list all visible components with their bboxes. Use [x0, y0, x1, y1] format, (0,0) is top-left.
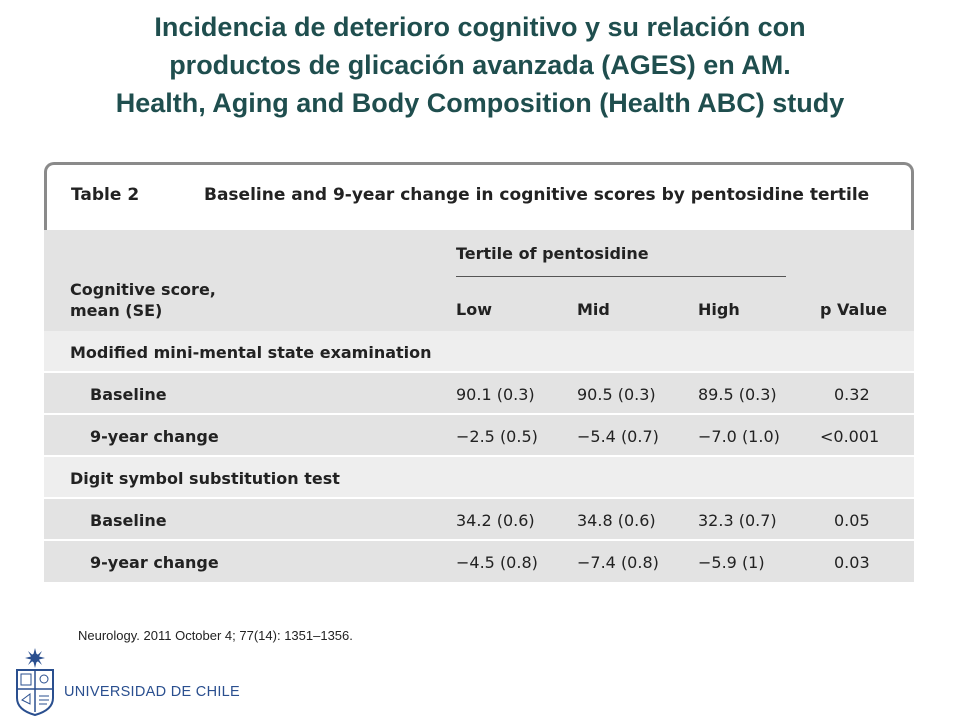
title-line-2: productos de glicación avanzada (AGES) e… — [169, 50, 791, 80]
column-header-p-value: p Value — [820, 300, 888, 319]
table-row — [44, 415, 914, 455]
row-label: Baseline — [90, 385, 167, 404]
row-label: Baseline — [90, 511, 167, 530]
row-header-line-2: mean (SE) — [70, 301, 163, 320]
cell-high: 32.3 (0.7) — [698, 511, 777, 530]
section-row — [44, 331, 914, 371]
section-label: Modified mini-mental state examination — [70, 343, 432, 362]
cell-p-value: 0.05 — [834, 511, 870, 530]
slide-title: Incidencia de deterioro cognitivo y su r… — [20, 8, 940, 122]
title-line-1: Incidencia de deterioro cognitivo y su r… — [154, 12, 806, 42]
row-header-line-1: Cognitive score, — [70, 280, 216, 299]
cell-p-value: 0.03 — [834, 553, 870, 572]
cell-mid: 34.8 (0.6) — [577, 511, 656, 530]
table-figure: Table 2 Baseline and 9-year change in co… — [44, 162, 914, 582]
cell-high: −7.0 (1.0) — [698, 427, 780, 446]
row-label: 9-year change — [90, 427, 219, 446]
table-row — [44, 499, 914, 539]
table-heading: Table 2 Baseline and 9-year change in co… — [44, 162, 914, 230]
table-row — [44, 373, 914, 413]
table-header-band — [44, 230, 914, 331]
table-row — [44, 541, 914, 582]
cell-low: −2.5 (0.5) — [456, 427, 538, 446]
column-header-mid: Mid — [577, 300, 610, 319]
university-crest-icon — [12, 648, 58, 717]
cell-mid: 90.5 (0.3) — [577, 385, 656, 404]
cell-p-value: 0.32 — [834, 385, 870, 404]
row-label: 9-year change — [90, 553, 219, 572]
citation: Neurology. 2011 October 4; 77(14): 1351–… — [78, 628, 353, 643]
title-line-3: Health, Aging and Body Composition (Heal… — [115, 88, 845, 118]
cell-low: 90.1 (0.3) — [456, 385, 535, 404]
column-header-high: High — [698, 300, 740, 319]
column-header-low: Low — [456, 300, 492, 319]
cell-high: −5.9 (1) — [698, 553, 765, 572]
university-name: UNIVERSIDAD DE CHILE — [64, 684, 241, 700]
column-group-header: Tertile of pentosidine — [456, 244, 649, 263]
section-label: Digit symbol substitution test — [70, 469, 340, 488]
column-group-rule — [456, 276, 786, 277]
section-row — [44, 457, 914, 497]
table-caption: Baseline and 9-year change in cognitive … — [204, 185, 870, 205]
cell-mid: −7.4 (0.8) — [577, 553, 659, 572]
data-table: Tertile of pentosidine Cognitive score, … — [44, 230, 914, 582]
cell-mid: −5.4 (0.7) — [577, 427, 659, 446]
table-label: Table 2 — [71, 185, 140, 205]
cell-high: 89.5 (0.3) — [698, 385, 777, 404]
cell-p-value: <0.001 — [820, 427, 880, 446]
cell-low: 34.2 (0.6) — [456, 511, 535, 530]
cell-low: −4.5 (0.8) — [456, 553, 538, 572]
